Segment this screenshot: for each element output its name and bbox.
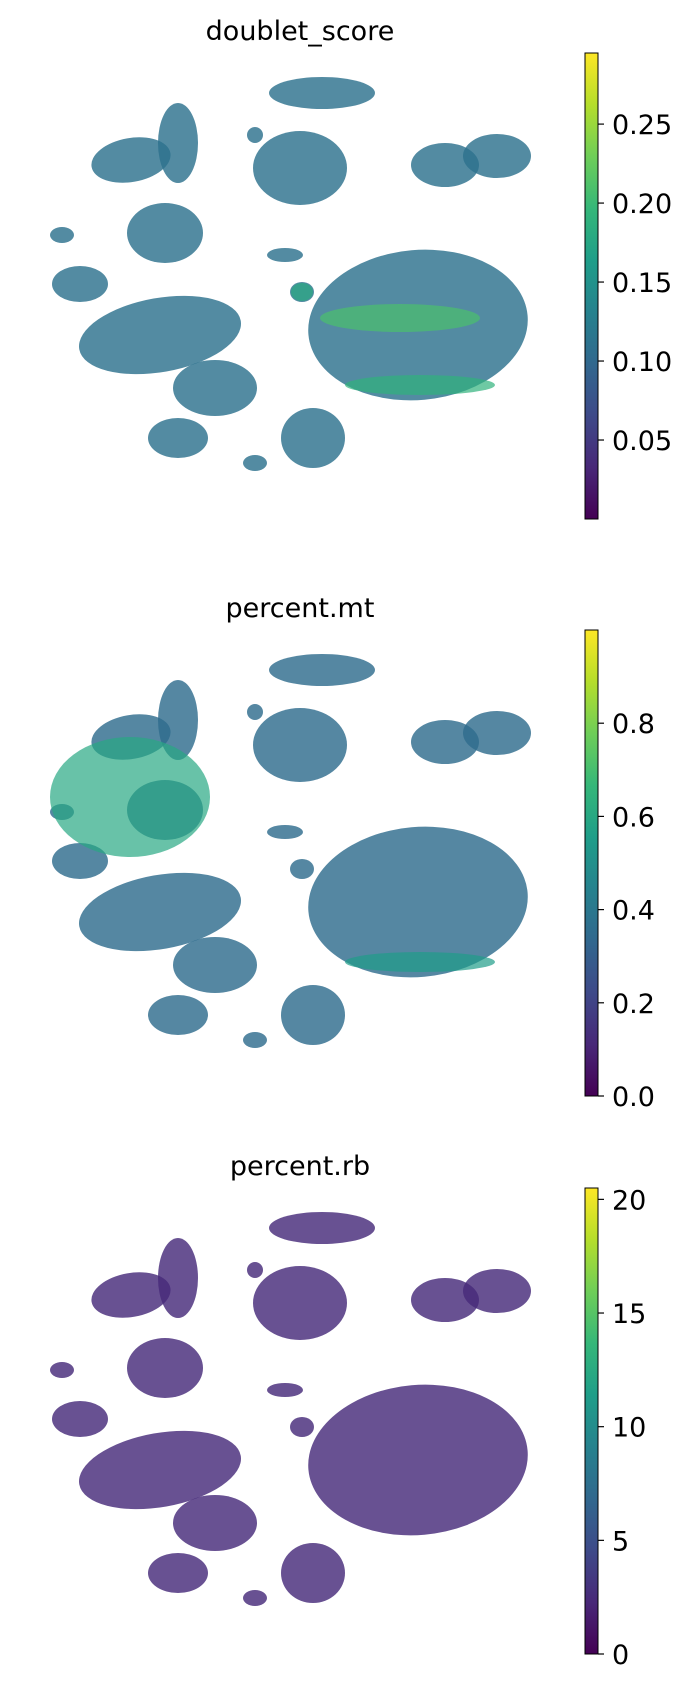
cell-cluster-16 xyxy=(50,227,74,243)
colorbar-tick-label: 15 xyxy=(612,1299,646,1330)
cluster-hotspot-1 xyxy=(50,737,210,857)
cell-cluster-2 xyxy=(253,1266,347,1340)
cell-cluster-6 xyxy=(52,266,108,302)
cell-cluster-11 xyxy=(411,720,479,764)
colorbar-gradient xyxy=(584,52,599,520)
colorbar: 0 5 10 15 20 xyxy=(584,1185,646,1671)
cell-cluster-5 xyxy=(127,1338,203,1398)
colorbar-gradient xyxy=(584,629,599,1097)
cell-cluster-3 xyxy=(91,1272,171,1318)
cell-cluster-6 xyxy=(52,1401,108,1437)
cluster-hotspot-2 xyxy=(345,952,495,972)
point-cloud xyxy=(50,1212,531,1606)
colorbar-tick-label: 0.10 xyxy=(612,347,672,378)
cell-cluster-2 xyxy=(253,131,347,205)
cell-cluster-13 xyxy=(308,826,528,978)
cell-cluster-8 xyxy=(173,1495,257,1551)
cell-cluster-15 xyxy=(267,825,303,839)
cell-cluster-17 xyxy=(247,127,263,143)
colorbar-tick-label: 0.2 xyxy=(612,989,655,1020)
plot-title: percent.rb xyxy=(230,1151,370,1182)
cell-cluster-4 xyxy=(158,103,198,183)
cell-cluster-1 xyxy=(269,1212,375,1244)
cell-cluster-8 xyxy=(173,360,257,416)
cell-cluster-12 xyxy=(463,711,531,755)
colorbar-tick-label: 0.20 xyxy=(612,189,672,220)
cell-cluster-7 xyxy=(78,872,242,952)
cell-cluster-9 xyxy=(148,1553,208,1593)
cell-cluster-9 xyxy=(148,995,208,1035)
umap-panel-percent-mt: percent.mt 0.0 0.2 0.4 0.6 0.8 xyxy=(0,565,693,1140)
cell-cluster-16 xyxy=(50,1362,74,1378)
colorbar-tick-label: 0.4 xyxy=(612,896,655,927)
cell-cluster-7 xyxy=(78,295,242,375)
umap-panel-percent-rb: percent.rb 0 5 10 15 20 xyxy=(0,1140,693,1694)
cell-cluster-11 xyxy=(411,143,479,187)
umap-plot-percent-rb: percent.rb 0 5 10 15 20 xyxy=(50,1151,646,1671)
cell-cluster-17 xyxy=(247,704,263,720)
cluster-hotspot-1 xyxy=(320,304,480,332)
cell-cluster-7 xyxy=(78,1430,242,1510)
colorbar-tick-label: 20 xyxy=(612,1185,646,1216)
colorbar-tick-label: 0 xyxy=(612,1640,629,1671)
cell-cluster-14 xyxy=(290,859,314,879)
colorbar: 0.05 0.10 0.15 0.20 0.25 xyxy=(584,52,672,520)
cell-cluster-12 xyxy=(463,1269,531,1313)
cell-cluster-17 xyxy=(247,1262,263,1278)
colorbar-tick-label: 0.05 xyxy=(612,426,672,457)
cell-cluster-10 xyxy=(281,408,345,468)
cell-cluster-18 xyxy=(243,455,267,471)
cell-cluster-5 xyxy=(127,203,203,263)
plot-title: doublet_score xyxy=(206,16,395,47)
colorbar-tick-label: 0.25 xyxy=(612,110,672,141)
cluster-hotspot-3 xyxy=(291,283,313,301)
cell-cluster-12 xyxy=(463,134,531,178)
point-cloud xyxy=(50,77,531,471)
cell-cluster-3 xyxy=(91,137,171,183)
cell-cluster-18 xyxy=(243,1032,267,1048)
plot-title: percent.mt xyxy=(226,593,375,624)
cell-cluster-8 xyxy=(173,937,257,993)
cell-cluster-11 xyxy=(411,1278,479,1322)
cell-cluster-10 xyxy=(281,1543,345,1603)
colorbar-tick-label: 5 xyxy=(612,1526,629,1557)
cell-cluster-9 xyxy=(148,418,208,458)
colorbar: 0.0 0.2 0.4 0.6 0.8 xyxy=(584,629,655,1113)
cell-cluster-14 xyxy=(290,1417,314,1437)
cell-cluster-13 xyxy=(308,1384,528,1536)
cell-cluster-4 xyxy=(158,1238,198,1318)
colorbar-gradient xyxy=(584,1187,599,1655)
cell-cluster-4 xyxy=(158,680,198,760)
colorbar-tick-label: 0.0 xyxy=(612,1082,655,1113)
umap-plot-percent-mt: percent.mt 0.0 0.2 0.4 0.6 0.8 xyxy=(50,593,655,1113)
cell-cluster-1 xyxy=(269,654,375,686)
cluster-hotspot-2 xyxy=(345,375,495,395)
colorbar-tick-label: 10 xyxy=(612,1413,646,1444)
cell-cluster-2 xyxy=(253,708,347,782)
cell-cluster-18 xyxy=(243,1590,267,1606)
umap-panel-doublet-score: doublet_score 0.05 0.10 0.15 0.20 0.25 xyxy=(0,0,693,565)
cell-cluster-1 xyxy=(269,77,375,109)
umap-plot-doublet-score: doublet_score 0.05 0.10 0.15 0.20 0.25 xyxy=(50,16,672,520)
cell-cluster-15 xyxy=(267,1383,303,1397)
colorbar-tick-label: 0.8 xyxy=(612,709,655,740)
cell-cluster-15 xyxy=(267,248,303,262)
point-cloud xyxy=(50,654,531,1048)
cell-cluster-6 xyxy=(52,843,108,879)
cell-cluster-10 xyxy=(281,985,345,1045)
colorbar-tick-label: 0.15 xyxy=(612,268,672,299)
colorbar-tick-label: 0.6 xyxy=(612,802,655,833)
